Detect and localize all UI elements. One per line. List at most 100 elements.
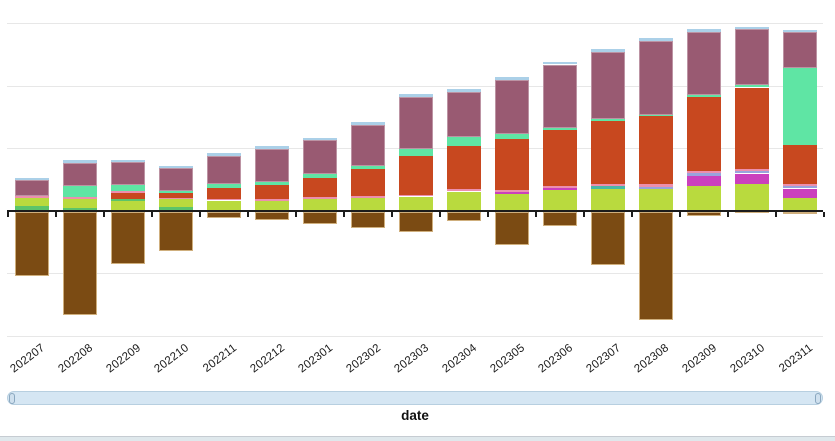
bar-segment-mint-202304[interactable] xyxy=(446,136,481,147)
bar-segment-pink-202209[interactable] xyxy=(110,191,145,193)
bar-segment-mauve-202311[interactable] xyxy=(782,32,817,68)
bar-segment-lime-202305[interactable] xyxy=(494,193,529,211)
bar-segment-pink-202305[interactable] xyxy=(494,190,529,192)
bar-segment-green-202210[interactable] xyxy=(158,206,193,211)
bar-segment-mauve-202211[interactable] xyxy=(206,155,241,185)
bar-segment-sky-202306[interactable] xyxy=(542,61,577,65)
bar-segment-lime-202301[interactable] xyxy=(302,198,337,211)
scrollbar-left-handle[interactable] xyxy=(9,392,15,404)
bar-segment-pink-202311[interactable] xyxy=(782,183,817,187)
bar-segment-lavender-202310[interactable] xyxy=(734,170,769,174)
bar-segment-lime-202210[interactable] xyxy=(158,199,193,207)
bar-segment-brown-202306[interactable] xyxy=(542,211,577,226)
bar-segment-mint-202307[interactable] xyxy=(590,119,625,122)
bar-segment-pink-202308[interactable] xyxy=(638,184,673,187)
bar-segment-brown-202311[interactable] xyxy=(782,211,817,214)
bar-segment-brown-202211[interactable] xyxy=(206,211,241,218)
bar-segment-red-202303[interactable] xyxy=(398,155,433,195)
bar-segment-red-202302[interactable] xyxy=(350,168,385,196)
bar-segment-mint-202308[interactable] xyxy=(638,115,673,117)
bar-segment-sky-202307[interactable] xyxy=(590,49,625,52)
bar-segment-pink-202309[interactable] xyxy=(686,170,721,173)
bar-segment-mint-202212[interactable] xyxy=(254,182,289,185)
bar-segment-green-202208[interactable] xyxy=(62,208,97,211)
bar-segment-mint-202303[interactable] xyxy=(398,149,433,156)
bar-segment-brown-202212[interactable] xyxy=(254,211,289,220)
bar-segment-red-202311[interactable] xyxy=(782,145,817,184)
bar-segment-brown-202301[interactable] xyxy=(302,211,337,224)
bar-segment-sky-202208[interactable] xyxy=(62,160,97,163)
bar-segment-brown-202309[interactable] xyxy=(686,211,721,216)
bar-segment-mauve-202309[interactable] xyxy=(686,31,721,95)
bar-segment-pink-202208[interactable] xyxy=(62,197,97,199)
bar-segment-mint-202209[interactable] xyxy=(110,185,145,191)
bar-segment-red-202211[interactable] xyxy=(206,188,241,200)
bar-segment-brown-202209[interactable] xyxy=(110,211,145,264)
bar-segment-lime-202208[interactable] xyxy=(62,199,97,208)
bar-segment-sky-202301[interactable] xyxy=(302,137,337,140)
bar-segment-mint-202310[interactable] xyxy=(734,84,769,88)
bar-segment-brown-202207[interactable] xyxy=(14,211,49,276)
bar-segment-magenta-202310[interactable] xyxy=(734,173,769,184)
bar-segment-pink-202303[interactable] xyxy=(398,194,433,197)
bar-segment-pink-202210[interactable] xyxy=(158,197,193,199)
bar-segment-lime-202306[interactable] xyxy=(542,190,577,211)
bar-segment-sky-202308[interactable] xyxy=(638,38,673,41)
bar-segment-mauve-202212[interactable] xyxy=(254,148,289,182)
bar-segment-pink-202310[interactable] xyxy=(734,168,769,171)
bar-segment-sky-202209[interactable] xyxy=(110,159,145,162)
scrollbar-right-handle[interactable] xyxy=(815,392,821,404)
bar-segment-red-202210[interactable] xyxy=(158,192,193,198)
bar-segment-mauve-202210[interactable] xyxy=(158,168,193,191)
bar-segment-mauve-202303[interactable] xyxy=(398,96,433,150)
bar-segment-mauve-202207[interactable] xyxy=(14,180,49,197)
bar-segment-lavender-202308[interactable] xyxy=(638,186,673,189)
bar-segment-pink-202306[interactable] xyxy=(542,186,577,188)
bar-segment-pink-202304[interactable] xyxy=(446,189,481,192)
bar-segment-sky-202303[interactable] xyxy=(398,94,433,97)
bar-segment-mauve-202209[interactable] xyxy=(110,162,145,185)
bar-segment-mint-202210[interactable] xyxy=(158,191,193,193)
bar-segment-teal-202307[interactable] xyxy=(590,186,625,189)
bar-segment-red-202310[interactable] xyxy=(734,87,769,169)
bar-segment-mint-202309[interactable] xyxy=(686,95,721,98)
bar-segment-lime-202310[interactable] xyxy=(734,183,769,211)
bar-segment-pink-202211[interactable] xyxy=(206,199,241,201)
bar-segment-brown-202307[interactable] xyxy=(590,211,625,265)
bar-segment-magenta-202306[interactable] xyxy=(542,188,577,190)
bar-segment-brown-202305[interactable] xyxy=(494,211,529,245)
bar-segment-mint-202301[interactable] xyxy=(302,173,337,178)
bar-segment-mauve-202302[interactable] xyxy=(350,124,385,166)
bar-segment-sky-202212[interactable] xyxy=(254,146,289,149)
bar-segment-brown-202302[interactable] xyxy=(350,211,385,228)
bar-segment-pink-202301[interactable] xyxy=(302,197,337,199)
bar-segment-brown-202308[interactable] xyxy=(638,211,673,320)
bar-segment-lime-202207[interactable] xyxy=(14,198,49,206)
bar-segment-mint-202311[interactable] xyxy=(782,67,817,146)
bar-segment-sky-202309[interactable] xyxy=(686,29,721,32)
bar-segment-mauve-202208[interactable] xyxy=(62,162,97,186)
bar-segment-sky-202211[interactable] xyxy=(206,153,241,156)
bar-segment-lime-202308[interactable] xyxy=(638,189,673,211)
bar-segment-brown-202208[interactable] xyxy=(62,211,97,315)
bar-segment-lime-202209[interactable] xyxy=(110,201,145,211)
bar-segment-red-202308[interactable] xyxy=(638,116,673,185)
bar-segment-lavender-202311[interactable] xyxy=(782,186,817,189)
bar-segment-pink-202302[interactable] xyxy=(350,196,385,198)
bar-segment-red-202307[interactable] xyxy=(590,121,625,184)
bar-segment-mauve-202310[interactable] xyxy=(734,29,769,85)
bar-segment-lime-202309[interactable] xyxy=(686,186,721,211)
bar-segment-lime-202304[interactable] xyxy=(446,191,481,211)
bar-segment-sky-202310[interactable] xyxy=(734,26,769,30)
bar-segment-brown-202310[interactable] xyxy=(734,211,769,213)
date-range-scrollbar[interactable] xyxy=(7,391,823,405)
bar-segment-brown-202303[interactable] xyxy=(398,211,433,232)
bar-segment-pink-202307[interactable] xyxy=(590,183,625,186)
bar-segment-lime-202307[interactable] xyxy=(590,188,625,211)
bar-segment-lime-202303[interactable] xyxy=(398,196,433,211)
bar-segment-red-202309[interactable] xyxy=(686,97,721,171)
bar-segment-red-202304[interactable] xyxy=(446,146,481,190)
bar-segment-magenta-202309[interactable] xyxy=(686,176,721,186)
bar-segment-mint-202211[interactable] xyxy=(206,184,241,189)
bar-segment-mint-202305[interactable] xyxy=(494,133,529,139)
